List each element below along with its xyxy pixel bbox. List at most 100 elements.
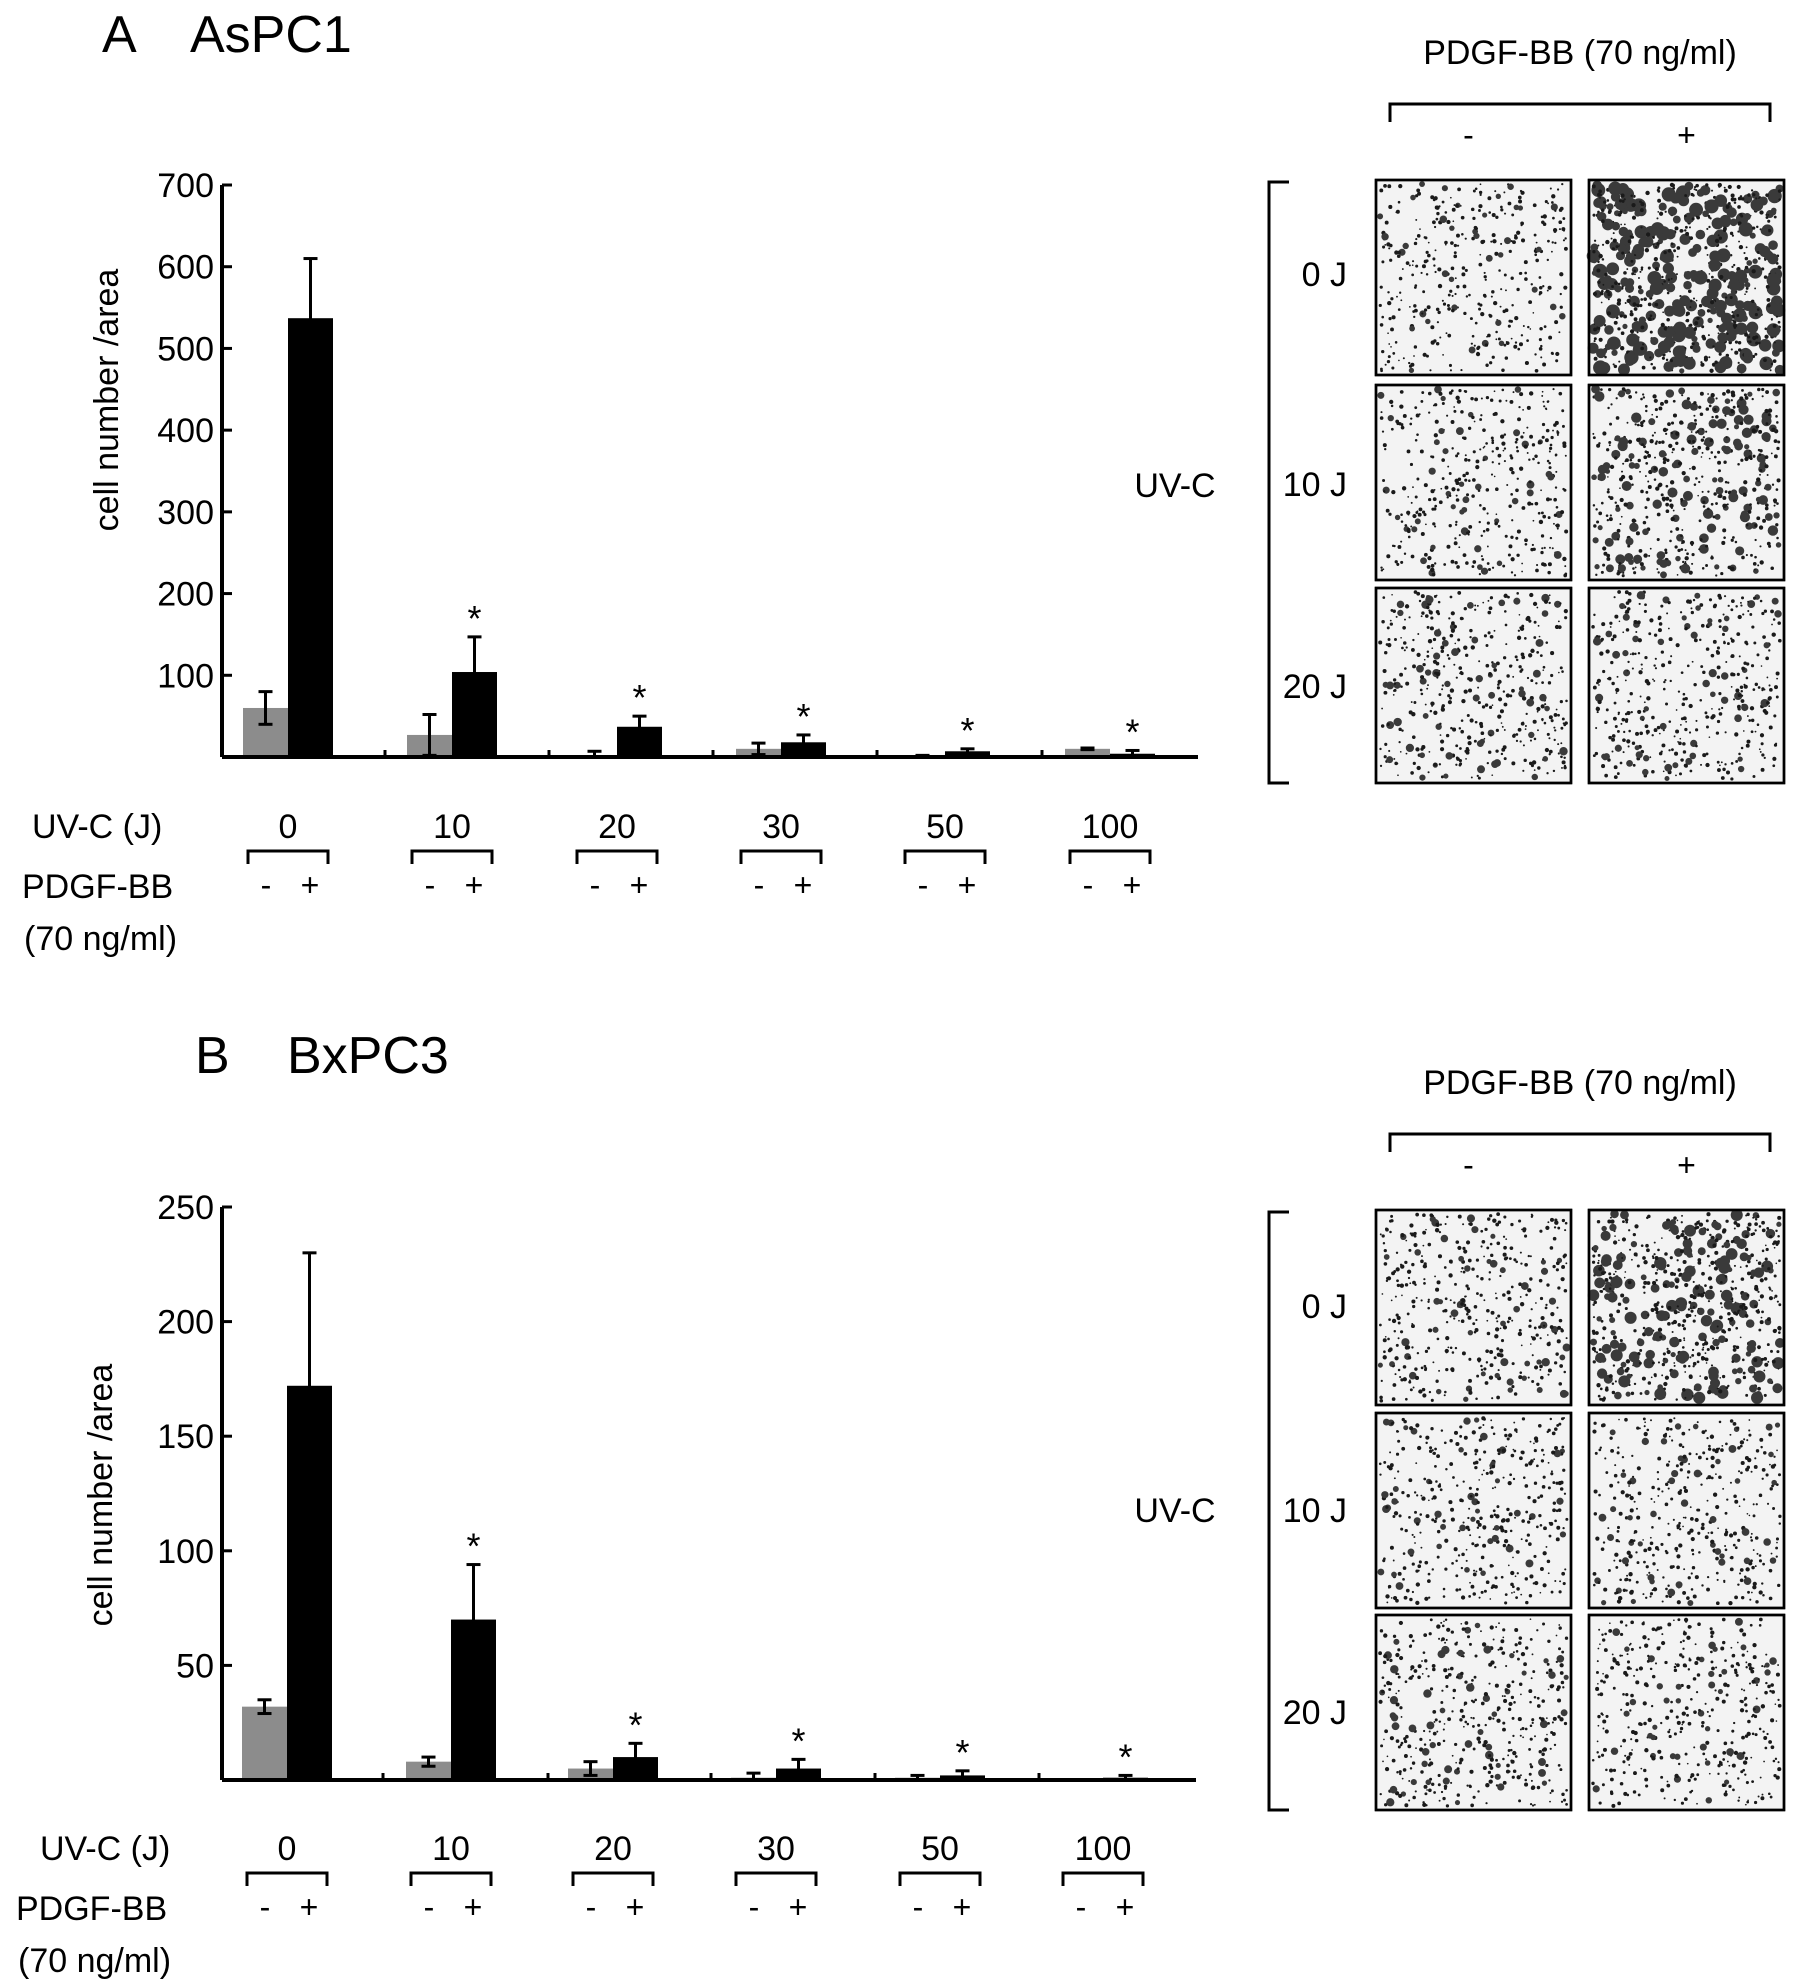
panel-a-micrographs: PDGF-BB (70 ng/ml)-+UV-C0 J10 J20 J xyxy=(1134,34,1785,783)
micrograph-image xyxy=(1589,385,1784,580)
group-bracket xyxy=(412,851,492,864)
uv-dose-label: 100 xyxy=(1075,1830,1132,1868)
plus-sign: + xyxy=(958,867,977,903)
uv-dose-label: 20 xyxy=(594,1830,632,1868)
group-bracket xyxy=(736,1873,816,1886)
panel-b-condition-table: UV-C (J) PDGF-BB (70 ng/ml) 0-+10-+20-+3… xyxy=(16,1830,1143,1980)
y-tick-label: 200 xyxy=(157,576,214,614)
panel-a-condition-table: UV-C (J) PDGF-BB (70 ng/ml) 0-+10-+20-+3… xyxy=(22,808,1150,958)
micrograph-image xyxy=(1589,588,1784,783)
micrograph-image xyxy=(1376,180,1571,375)
micrograph-image xyxy=(1376,1210,1571,1405)
minus-sign: - xyxy=(424,1889,435,1925)
pdgf-row-label: PDGF-BB xyxy=(16,1890,167,1928)
micrograph-image xyxy=(1588,1209,1785,1405)
micrograph-image xyxy=(1376,588,1571,783)
plus-sign: + xyxy=(626,1889,645,1925)
minus-sign: - xyxy=(1076,1889,1087,1925)
significance-star: * xyxy=(628,1704,642,1745)
plus-sign: + xyxy=(465,867,484,903)
uv-label: UV-C xyxy=(1134,467,1215,505)
significance-star: * xyxy=(796,696,810,737)
significance-star: * xyxy=(955,1732,969,1773)
column-plus-sign: + xyxy=(1677,117,1696,153)
treatment-bracket xyxy=(1390,1134,1770,1152)
pdgf-concentration-label: (70 ng/ml) xyxy=(18,1942,171,1980)
uv-row-label: UV-C (J) xyxy=(40,1830,170,1868)
group-bracket xyxy=(573,1873,653,1886)
column-minus-sign: - xyxy=(1463,1147,1474,1183)
uv-dose-label: 10 xyxy=(432,1830,470,1868)
bar-pdgf xyxy=(288,318,333,757)
micrograph-image xyxy=(1589,1413,1784,1608)
dose-row-label: 0 J xyxy=(1302,1288,1347,1326)
minus-sign: - xyxy=(260,1889,271,1925)
y-tick-label: 400 xyxy=(157,412,214,450)
uv-dose-label: 50 xyxy=(926,808,964,846)
micrograph-image xyxy=(1589,1615,1784,1810)
micrograph-image xyxy=(1587,180,1786,375)
significance-star: * xyxy=(1118,1736,1132,1777)
y-tick-label: 100 xyxy=(157,1533,214,1571)
micrograph-image xyxy=(1376,385,1571,580)
error-bar xyxy=(1081,748,1095,750)
significance-star: * xyxy=(791,1720,805,1761)
pdgf-row-label: PDGF-BB xyxy=(22,868,173,906)
y-axis-label: cell number /area xyxy=(82,1364,120,1627)
dose-row-label: 0 J xyxy=(1302,256,1347,294)
panel-b-cell-line: BxPC3 xyxy=(287,1027,449,1085)
minus-sign: - xyxy=(590,867,601,903)
micrograph-treatment-label: PDGF-BB (70 ng/ml) xyxy=(1423,1064,1737,1102)
plus-sign: + xyxy=(789,1889,808,1925)
panel-a-letter: A xyxy=(102,6,137,64)
y-axis-label: cell number /area xyxy=(88,269,126,532)
significance-star: * xyxy=(467,598,481,639)
group-bracket xyxy=(900,1873,980,1886)
plus-sign: + xyxy=(464,1889,483,1925)
column-plus-sign: + xyxy=(1677,1147,1696,1183)
minus-sign: - xyxy=(913,1889,924,1925)
plus-sign: + xyxy=(1116,1889,1135,1925)
uv-dose-label: 20 xyxy=(598,808,636,846)
plus-sign: + xyxy=(794,867,813,903)
panel-a-cell-line: AsPC1 xyxy=(190,6,352,64)
significance-star: * xyxy=(632,677,646,718)
y-tick-label: 700 xyxy=(157,167,214,205)
pdgf-concentration-label: (70 ng/ml) xyxy=(24,920,177,958)
uv-dose-label: 50 xyxy=(921,1830,959,1868)
uv-label: UV-C xyxy=(1134,1492,1215,1530)
uv-dose-label: 30 xyxy=(762,808,800,846)
uv-dose-label: 30 xyxy=(757,1830,795,1868)
minus-sign: - xyxy=(754,867,765,903)
uv-dose-label: 0 xyxy=(279,808,298,846)
uv-row-label: UV-C (J) xyxy=(32,808,162,846)
minus-sign: - xyxy=(425,867,436,903)
plus-sign: + xyxy=(1123,867,1142,903)
group-bracket xyxy=(741,851,821,864)
group-bracket xyxy=(248,851,328,864)
dose-row-label: 20 J xyxy=(1283,668,1347,706)
minus-sign: - xyxy=(261,867,272,903)
uv-dose-label: 0 xyxy=(278,1830,297,1868)
group-bracket xyxy=(577,851,657,864)
y-tick-label: 150 xyxy=(157,1418,214,1456)
panel-b-letter: B xyxy=(195,1027,230,1085)
plus-sign: + xyxy=(953,1889,972,1925)
minus-sign: - xyxy=(1083,867,1094,903)
micrograph-image xyxy=(1376,1615,1571,1810)
column-minus-sign: - xyxy=(1463,117,1474,153)
significance-star: * xyxy=(1125,711,1139,752)
y-tick-label: 600 xyxy=(157,249,214,287)
group-bracket xyxy=(905,851,985,864)
group-bracket xyxy=(1063,1873,1143,1886)
panel-b-micrographs: PDGF-BB (70 ng/ml)-+UV-C0 J10 J20 J xyxy=(1134,1064,1784,1810)
y-tick-label: 500 xyxy=(157,330,214,368)
group-bracket xyxy=(247,1873,327,1886)
minus-sign: - xyxy=(586,1889,597,1925)
group-bracket xyxy=(1070,851,1150,864)
bar-control xyxy=(242,1707,287,1780)
